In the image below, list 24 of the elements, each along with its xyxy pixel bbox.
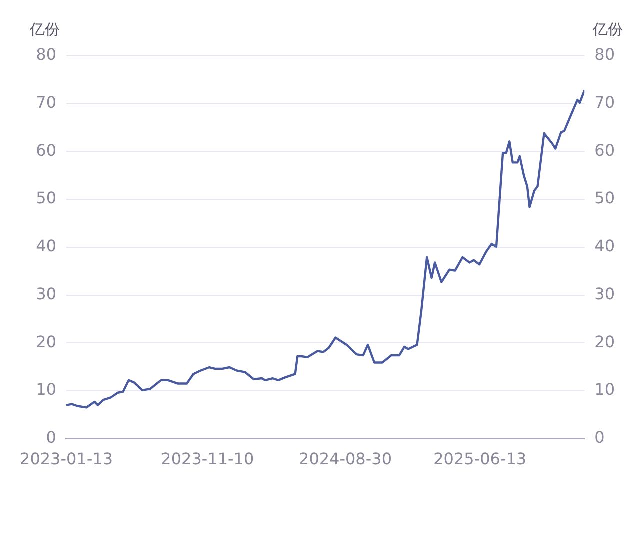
y-tick-label: 10	[36, 380, 56, 400]
y2-tick-label: 30	[594, 284, 615, 304]
y-axis-title: 亿份	[29, 20, 60, 38]
y-tick-label: 60	[36, 140, 56, 160]
y2-tick-label: 20	[594, 332, 615, 352]
y-tick-label: 30	[36, 284, 56, 304]
y2-tick-label: 70	[594, 93, 615, 112]
y-tick-label: 20	[36, 332, 56, 352]
x-tick-label: 2024-08-30	[299, 450, 392, 469]
y2-tick-label: 60	[594, 140, 615, 160]
x-tick-label: 2023-01-13	[20, 450, 113, 469]
y-tick-label: 50	[36, 188, 56, 208]
y2-tick-label: 40	[594, 236, 615, 256]
y2-tick-label: 0	[594, 428, 605, 447]
y2-tick-label: 80	[594, 45, 615, 64]
y-tick-label: 0	[46, 428, 56, 447]
y2-tick-label: 10	[594, 380, 615, 400]
y-tick-label: 40	[36, 236, 56, 256]
y-tick-label: 80	[36, 45, 56, 64]
x-tick-label: 2025-06-13	[434, 450, 527, 469]
y-tick-label: 70	[36, 93, 56, 112]
y2-tick-label: 50	[594, 188, 615, 208]
y2-axis-title: 亿份	[592, 20, 623, 38]
x-tick-label: 2023-11-10	[161, 450, 254, 469]
